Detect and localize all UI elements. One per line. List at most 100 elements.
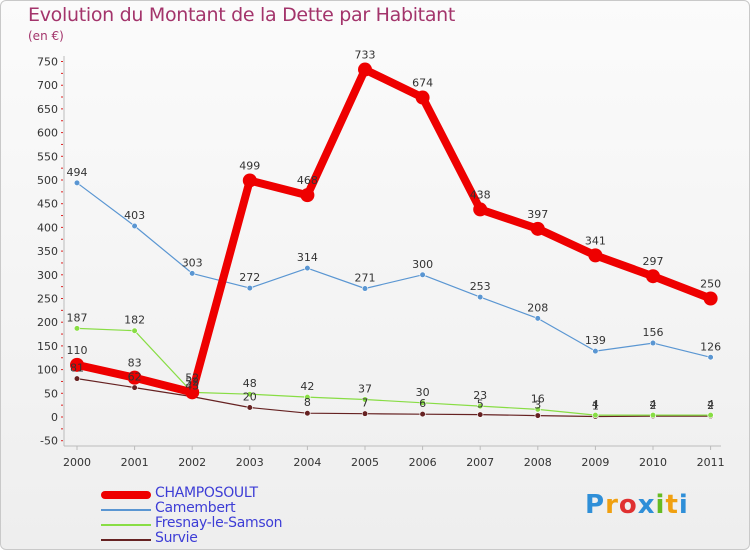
x-tick-label: 2008 [524,456,552,469]
series-line-2 [76,327,712,416]
series-line-3 [76,378,712,418]
data-label: 5 [477,398,484,411]
data-point [477,411,484,418]
data-label: 6 [419,397,426,410]
data-point [70,357,84,372]
data-label: 7 [362,397,369,410]
data-point [649,339,657,347]
data-point [246,404,253,411]
y-tick-label: 650 [37,103,58,116]
data-label: 314 [297,251,318,264]
data-label: 397 [527,208,548,221]
x-tick-label: 2002 [178,456,206,469]
data-label: 16 [531,392,545,405]
data-label: 297 [643,255,664,268]
y-tick-label: 150 [37,340,58,353]
data-point [646,269,660,284]
x-tick-label: 2011 [697,456,725,469]
data-label: 300 [412,258,433,271]
legend-swatch [101,491,151,499]
data-label: 52 [185,375,199,388]
data-label: 674 [412,77,433,90]
legend-label: Survie [155,530,198,546]
data-label: 303 [182,256,203,269]
data-point [304,410,311,417]
data-point [530,221,545,236]
proxiti-logo: Proxiti [585,490,689,520]
data-label: 156 [643,326,664,339]
data-point [127,370,142,385]
y-tick-label: 600 [37,127,58,140]
data-point [415,90,430,105]
data-label: 208 [527,301,548,314]
data-point [361,410,369,417]
series-line-1 [76,182,712,358]
data-point [131,327,138,334]
data-point [131,222,138,230]
logo-letter: x [637,490,656,520]
data-label: 4 [592,398,599,411]
data-label: 3 [534,399,541,412]
data-point [358,62,372,77]
x-tick-label: 2010 [639,456,667,469]
data-label: 4 [707,398,714,411]
x-tick-label: 2004 [293,456,321,469]
y-tick-label: 50 [44,387,58,400]
data-label: 139 [585,334,606,347]
data-label: 43 [185,380,199,393]
y-tick-label: 250 [37,293,58,306]
x-tick-label: 2006 [409,456,437,469]
data-label: 272 [239,271,260,284]
data-point [73,325,81,332]
data-label: 83 [128,357,142,370]
x-tick-label: 2001 [121,456,149,469]
data-point [592,412,599,419]
data-point [477,402,484,410]
data-label: 81 [70,362,84,375]
data-label: 42 [300,380,314,393]
data-point [73,179,81,186]
data-point [703,291,718,306]
data-label: 253 [470,280,491,293]
data-label: 1 [592,400,599,413]
data-label: 403 [124,209,145,222]
data-label: 2 [707,399,714,412]
data-label: 733 [355,49,376,62]
data-point [361,396,369,403]
y-tick-label: 500 [37,174,58,187]
legend-swatch [101,524,151,526]
logo-letter: r [605,490,619,520]
data-point [246,391,253,398]
y-tick-label: 100 [37,364,58,377]
data-point [300,188,315,203]
data-point [649,412,657,419]
data-label: 20 [243,391,257,404]
data-label: 2 [650,399,657,412]
y-tick-label: 350 [37,245,58,258]
y-tick-label: -50 [40,435,58,448]
y-tick-label: 700 [37,79,58,92]
data-label: 494 [67,166,88,179]
chart-title: Evolution du Montant de la Dette par Hab… [28,4,456,26]
data-label: 48 [243,377,257,390]
data-point [534,315,541,322]
y-tick-label: 450 [37,198,58,211]
logo-letter: t [665,490,679,520]
legend-swatch [101,539,151,541]
logo-letter: i [655,490,666,520]
legend-label: Fresnay-le-Samson [155,515,283,531]
data-point [246,284,253,292]
data-label: 271 [355,272,376,285]
y-tick-label: 300 [37,269,58,282]
legend-label: Camembert [155,500,236,516]
x-tick-label: 2005 [351,456,379,469]
data-point [73,375,81,382]
data-point [419,411,426,418]
data-point [304,393,311,401]
series-line-0 [73,65,715,397]
chart-subtitle: (en €) [28,29,64,43]
data-label: 468 [297,174,318,187]
data-point [707,354,714,361]
